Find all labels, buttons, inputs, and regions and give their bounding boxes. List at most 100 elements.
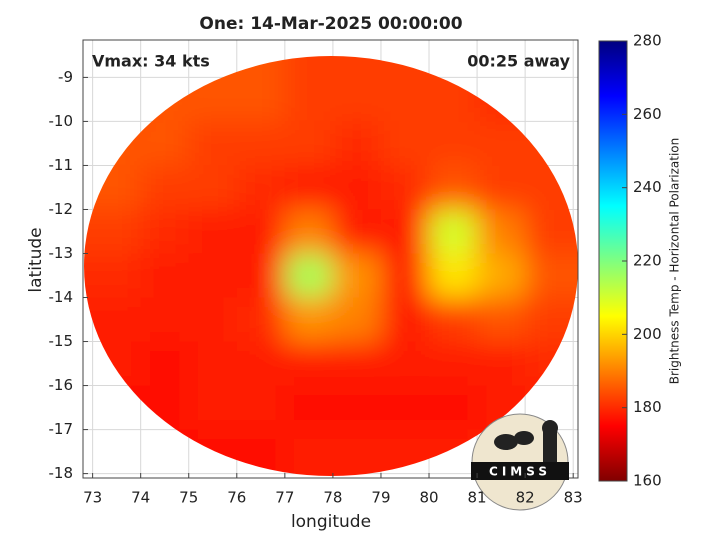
heatmap-cell bbox=[332, 77, 381, 122]
heatmap-cell bbox=[188, 341, 237, 386]
heatmap-cell bbox=[284, 77, 333, 122]
heatmap-cell bbox=[332, 253, 381, 298]
heatmap-cell bbox=[284, 165, 333, 210]
heatmap-cell bbox=[188, 209, 237, 254]
heatmap-cell bbox=[477, 341, 526, 386]
heatmap-cell bbox=[236, 385, 285, 430]
colorbar-label: Brightness Temp - Horizontal Polarizatio… bbox=[668, 138, 682, 385]
heatmap-cell bbox=[140, 165, 189, 210]
heatmap-cell bbox=[284, 121, 333, 166]
heatmap-cell bbox=[525, 253, 578, 298]
logo: CIMSS bbox=[471, 413, 569, 511]
heatmap-cell bbox=[332, 429, 381, 476]
y-tick-label: -10 bbox=[49, 112, 74, 130]
y-tick-label: -11 bbox=[49, 156, 74, 174]
heatmap-cell bbox=[380, 341, 430, 386]
heatmap-cell bbox=[429, 121, 478, 166]
heatmap-cell bbox=[429, 385, 478, 430]
heatmap-cell bbox=[236, 209, 285, 254]
heatmap-cell bbox=[236, 77, 285, 122]
heatmap-cell bbox=[84, 209, 141, 254]
heatmap-cell bbox=[188, 253, 237, 298]
y-tick-label: -12 bbox=[49, 200, 74, 218]
heatmap-cell bbox=[284, 385, 333, 430]
x-tick-label: 73 bbox=[83, 489, 102, 507]
heatmap-cell bbox=[332, 209, 381, 254]
heatmap-cell bbox=[477, 165, 526, 210]
heatmap-cell bbox=[380, 121, 430, 166]
heatmap-cell bbox=[188, 165, 237, 210]
x-tick-label: 79 bbox=[371, 489, 390, 507]
colorbar-tick-label: 240 bbox=[633, 178, 662, 196]
x-tick-label: 81 bbox=[468, 489, 487, 507]
heatmap-cell bbox=[140, 121, 189, 166]
heatmap-cell bbox=[332, 341, 381, 386]
y-tick-label: -14 bbox=[49, 288, 74, 306]
heatmap-cell bbox=[477, 253, 526, 298]
heatmap-cell bbox=[236, 341, 285, 386]
logo-text: CIMSS bbox=[489, 465, 551, 479]
heatmap-cell bbox=[284, 429, 333, 476]
y-axis-label: latitude bbox=[26, 227, 46, 292]
x-tick-label: 75 bbox=[179, 489, 198, 507]
chart-title: One: 14-Mar-2025 00:00:00 bbox=[199, 14, 462, 34]
x-tick-label: 76 bbox=[227, 489, 246, 507]
heatmap-cell bbox=[477, 209, 526, 254]
heatmap-cell bbox=[188, 297, 237, 342]
heatmap-cell bbox=[429, 209, 478, 254]
y-tick-label: -15 bbox=[49, 332, 74, 350]
annotation: 00:25 away bbox=[467, 52, 570, 71]
heatmap-cell bbox=[284, 297, 333, 342]
x-tick-label: 80 bbox=[419, 489, 438, 507]
y-tick-label: -16 bbox=[49, 376, 74, 394]
heatmap-cell bbox=[236, 165, 285, 210]
colorbar-tick-label: 200 bbox=[633, 325, 662, 343]
heatmap-cell bbox=[332, 385, 381, 430]
heatmap-cell bbox=[332, 297, 381, 342]
heatmap-cell bbox=[236, 121, 285, 166]
heatmap-cell bbox=[380, 209, 430, 254]
heatmap-cell bbox=[429, 165, 478, 210]
colorbar-tick-label: 160 bbox=[633, 472, 662, 490]
x-tick-label: 82 bbox=[516, 489, 535, 507]
heatmap-cell bbox=[140, 341, 189, 386]
y-tick-label: -18 bbox=[49, 464, 74, 482]
heatmap-cell bbox=[429, 297, 478, 342]
heatmap-cell bbox=[525, 209, 578, 254]
heatmap-cell bbox=[332, 121, 381, 166]
heatmap-cell bbox=[380, 385, 430, 430]
heatmap-cell bbox=[140, 297, 189, 342]
heatmap-cell bbox=[332, 56, 381, 78]
colorbar-tick-label: 280 bbox=[633, 32, 662, 50]
heatmap-cell bbox=[188, 385, 237, 430]
heatmap-cell bbox=[236, 297, 285, 342]
x-axis-label: longitude bbox=[291, 512, 371, 532]
heatmap-cell bbox=[284, 56, 333, 78]
heatmap-cell bbox=[84, 253, 141, 298]
heatmap-cell bbox=[429, 253, 478, 298]
heatmap-cell bbox=[236, 253, 285, 298]
heatmap-cell bbox=[380, 77, 430, 122]
y-tick-label: -17 bbox=[49, 420, 74, 438]
heatmap-cell bbox=[284, 209, 333, 254]
heatmap-cell bbox=[284, 253, 333, 298]
heatmap-cell bbox=[477, 121, 526, 166]
x-tick-label: 77 bbox=[275, 489, 294, 507]
heatmap-cell bbox=[284, 341, 333, 386]
colorbar-tick-label: 220 bbox=[633, 252, 662, 270]
heatmap-cell bbox=[140, 209, 189, 254]
annotation: Vmax: 34 kts bbox=[92, 52, 210, 71]
heatmap-cell bbox=[188, 121, 237, 166]
colorbar-tick-label: 180 bbox=[633, 398, 662, 416]
plot-frame bbox=[82, 39, 579, 479]
y-tick-label: -13 bbox=[49, 244, 74, 262]
heatmap-cell bbox=[477, 297, 526, 342]
x-tick-label: 74 bbox=[131, 489, 150, 507]
x-tick-label: 83 bbox=[564, 489, 583, 507]
y-tick-label: -9 bbox=[58, 68, 73, 86]
heatmap-cell bbox=[380, 297, 430, 342]
x-tick-label: 78 bbox=[323, 489, 342, 507]
heatmap-cell bbox=[429, 341, 478, 386]
heatmap-cell bbox=[380, 253, 430, 298]
